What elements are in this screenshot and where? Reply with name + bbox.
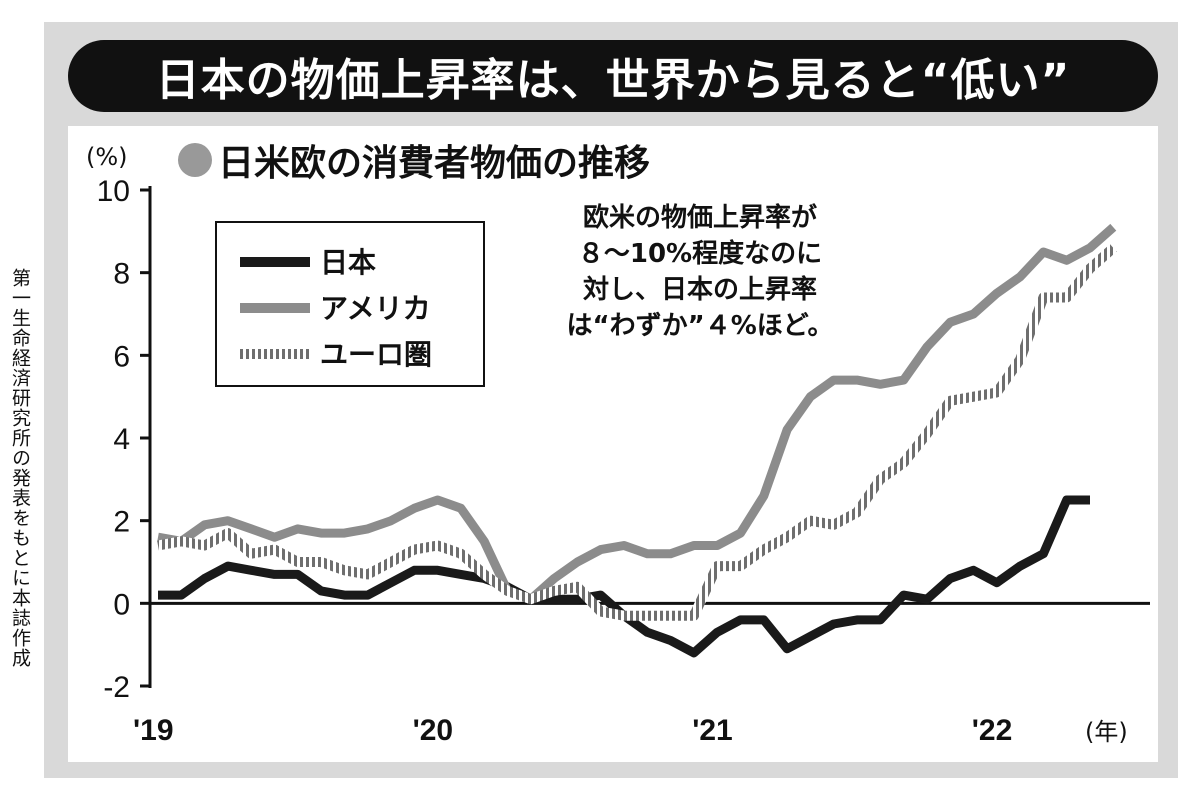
annotation-line: は“わずか”４%ほど。	[567, 311, 834, 341]
source-note: 第一生命経済研究所の発表をもとに本誌作成	[9, 268, 31, 668]
x-axis-unit: (年)	[1085, 718, 1128, 746]
chart-title-text: 日米欧の消費者物価の推移	[218, 142, 651, 184]
x-tick-label: '22	[972, 714, 1013, 747]
annotation-line: 対し、日本の上昇率	[583, 274, 817, 305]
legend-euro-label: ユーロ圏	[320, 338, 432, 371]
series-line-usa	[157, 223, 1117, 604]
y-tick-label: 6	[113, 340, 130, 373]
series-line-japan	[158, 495, 1090, 658]
legend-usa-label: アメリカ	[320, 292, 431, 325]
y-axis-unit: (%)	[86, 143, 128, 171]
x-tick-label: '21	[692, 714, 733, 747]
headline-banner: 日本の物価上昇率は、世界から見ると“低い”	[68, 40, 1158, 112]
bullet-icon	[178, 143, 212, 177]
headline-text: 日本の物価上昇率は、世界から見ると“低い”	[155, 55, 1071, 106]
y-tick-label: 4	[113, 423, 130, 456]
chart-title: 日米欧の消費者物価の推移	[178, 136, 650, 184]
annotation-line: ８～10%程度なのに	[578, 238, 822, 269]
y-tick-label: 10	[97, 175, 130, 208]
x-tick-label: '20	[413, 714, 454, 747]
legend-japan-label: 日本	[320, 246, 376, 279]
series-line-euro	[157, 244, 1117, 621]
y-tick-label: 0	[113, 588, 130, 621]
y-tick-label: 8	[113, 258, 130, 291]
y-tick-label: -2	[103, 671, 130, 704]
annotation-line: 欧米の物価上昇率が	[583, 202, 817, 233]
x-tick-label: '19	[133, 714, 174, 747]
y-tick-label: 2	[113, 506, 130, 539]
